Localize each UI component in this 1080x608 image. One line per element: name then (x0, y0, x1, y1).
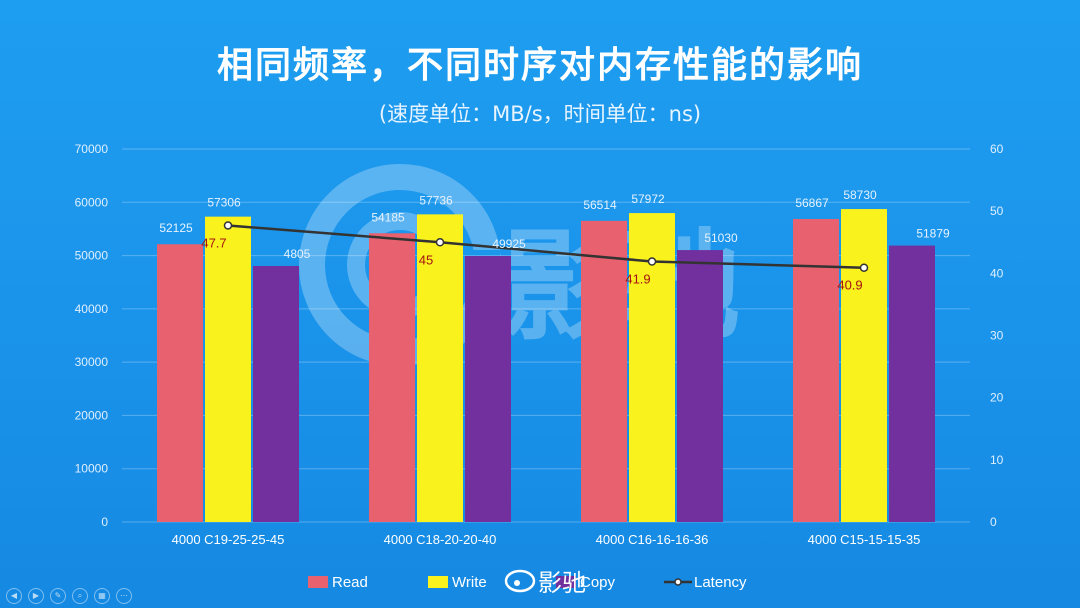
legend-label: Copy (580, 574, 616, 591)
grid-icon[interactable]: ▦ (94, 588, 110, 604)
latency-value-label: 47.7 (201, 235, 226, 250)
bar-value-label: 57306 (207, 196, 241, 210)
y-tick-left: 0 (101, 515, 108, 529)
y-tick-left: 10000 (75, 462, 109, 476)
y-axis-left: 0 10000 20000 30000 40000 50000 60000 70000 (75, 142, 109, 529)
y-tick-left: 30000 (75, 355, 109, 369)
x-category-label: 4000 C18-20-20-40 (384, 532, 497, 547)
bar-value-label: 49925 (492, 237, 526, 251)
y-tick-right: 10 (990, 453, 1004, 467)
bar-value-label: 56867 (795, 196, 829, 210)
bar-read (369, 233, 415, 522)
bar-value-label: 56514 (583, 198, 617, 212)
latency-value-label: 45 (419, 252, 433, 267)
y-tick-left: 40000 (75, 302, 109, 316)
bar-copy (889, 245, 935, 523)
y-tick-right: 60 (990, 142, 1004, 156)
bar-value-label: 57972 (631, 192, 665, 206)
y-tick-right: 50 (990, 204, 1004, 218)
y-axis-right: 0 10 20 30 40 50 60 (990, 142, 1004, 529)
bar-value-label: 58730 (843, 188, 877, 202)
weibo-watermark-text: 影驰 (538, 569, 586, 597)
legend-label: Write (452, 574, 487, 591)
x-category-label: 4000 C15-15-15-35 (808, 532, 921, 547)
y-tick-left: 70000 (75, 142, 109, 156)
chart-title: 相同频率，不同时序对内存性能的影响 (216, 45, 863, 86)
latency-line (223, 221, 869, 272)
weibo-watermark: 影驰 (504, 569, 586, 597)
legend-swatch (308, 576, 328, 588)
y-tick-left: 20000 (75, 408, 109, 422)
x-axis-categories: 4000 C19-25-25-45 4000 C18-20-20-40 4000 C… (172, 532, 921, 547)
bar-value-label: 4805 (284, 247, 311, 261)
latency-value-label: 41.9 (625, 272, 650, 287)
bar-value-label: 52125 (159, 221, 193, 235)
y-tick-left: 60000 (75, 195, 109, 209)
x-category-label: 4000 C16-16-16-36 (596, 532, 709, 547)
legend-marker (674, 578, 682, 586)
legend: Read Write Copy Latency (308, 574, 747, 591)
bar-value-label: 54185 (371, 210, 405, 224)
legend-swatch (428, 576, 448, 588)
latency-point (859, 263, 869, 272)
slide-toolbar[interactable]: ◀ ▶ ✎ ⌕ ▦ ⋯ (6, 588, 132, 604)
weibo-icon (504, 569, 536, 593)
more-icon[interactable]: ⋯ (116, 588, 132, 604)
latency-value-label: 40.9 (837, 278, 862, 293)
bar-value-label: 57736 (419, 193, 453, 207)
chart-subtitle: (速度单位：MB/s，时间单位：ns) (378, 102, 702, 126)
y-tick-right: 30 (990, 329, 1004, 343)
bar-read (581, 220, 627, 522)
legend-swatch (556, 576, 576, 588)
latency-point (223, 221, 233, 230)
y-tick-right: 40 (990, 266, 1004, 280)
legend-label: Read (332, 574, 368, 591)
bar-value-label: 51879 (916, 227, 950, 241)
latency-point (647, 257, 657, 266)
bar-read (157, 244, 203, 522)
bar-copy (465, 255, 511, 522)
latency-point (435, 238, 445, 247)
pen-icon[interactable]: ✎ (50, 588, 66, 604)
bar-write (205, 216, 251, 523)
y-tick-right: 0 (990, 515, 997, 529)
bar-write (841, 209, 887, 523)
bar-value-label: 51030 (704, 231, 738, 245)
zoom-icon[interactable]: ⌕ (72, 588, 88, 604)
bar-read (793, 218, 839, 522)
bar-write (417, 214, 463, 522)
bar-copy (677, 250, 723, 522)
legend-label: Latency (694, 574, 747, 591)
y-tick-left: 50000 (75, 249, 109, 263)
bar-copy (253, 265, 299, 522)
prev-icon[interactable]: ◀ (6, 588, 22, 604)
value-labels: 52125 57306 4805 54185 57736 49925 56514 57972 5… (159, 188, 950, 293)
latency-polyline (227, 224, 865, 269)
y-tick-right: 20 (990, 391, 1004, 405)
x-category-label: 4000 C19-25-25-45 (172, 532, 285, 547)
next-icon[interactable]: ▶ (28, 588, 44, 604)
